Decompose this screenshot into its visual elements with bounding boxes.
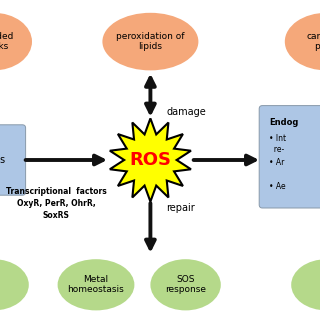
FancyBboxPatch shape bbox=[259, 106, 320, 208]
Text: Endog: Endog bbox=[269, 118, 298, 127]
Ellipse shape bbox=[291, 259, 320, 310]
Ellipse shape bbox=[150, 259, 221, 310]
Text: repair: repair bbox=[166, 203, 195, 213]
Text: Transcriptional  factors
OxyR, PerR, OhrR,
SoxRS: Transcriptional factors OxyR, PerR, OhrR… bbox=[6, 187, 106, 220]
Text: SOS
response: SOS response bbox=[165, 275, 206, 294]
Text: Metal
homeostasis: Metal homeostasis bbox=[68, 275, 124, 294]
Text: damage: damage bbox=[166, 107, 206, 117]
Ellipse shape bbox=[285, 13, 320, 70]
Text: ROS: ROS bbox=[129, 151, 172, 169]
Text: peroxidation of
lipids: peroxidation of lipids bbox=[116, 32, 185, 51]
Text: Eff
pur: Eff pur bbox=[319, 275, 320, 294]
Text: carbony-
prote: carbony- prote bbox=[307, 32, 320, 51]
Ellipse shape bbox=[0, 259, 29, 310]
Text: • Ae: • Ae bbox=[269, 182, 285, 191]
Polygon shape bbox=[110, 118, 191, 202]
FancyBboxPatch shape bbox=[0, 125, 26, 195]
Text: s: s bbox=[0, 155, 4, 165]
Ellipse shape bbox=[0, 13, 32, 70]
Ellipse shape bbox=[58, 259, 134, 310]
Text: • Ar: • Ar bbox=[269, 158, 284, 167]
Text: • Int
  re-: • Int re- bbox=[269, 134, 286, 154]
Text: stranded
breaks: stranded breaks bbox=[0, 32, 14, 51]
Ellipse shape bbox=[102, 13, 198, 70]
